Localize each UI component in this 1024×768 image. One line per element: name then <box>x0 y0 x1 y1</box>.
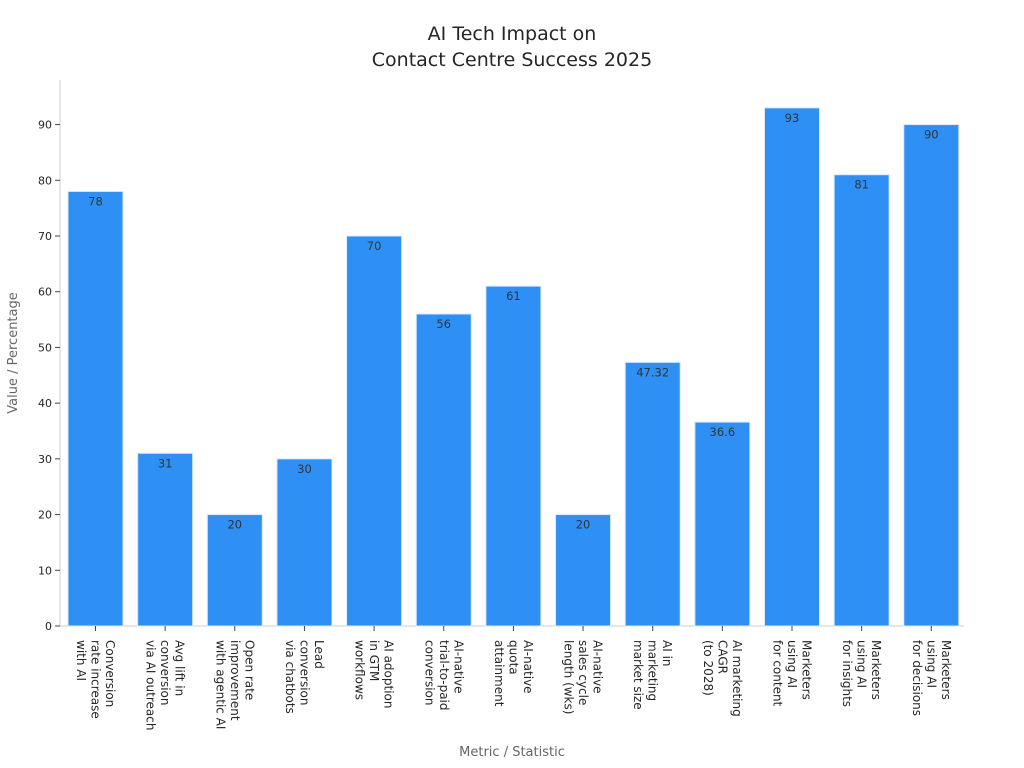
bar <box>346 235 403 627</box>
x-tick-label-line: conversion <box>422 640 436 706</box>
x-tick-label-line: for insights <box>840 640 854 707</box>
x-tick-label-line: rate increase <box>89 640 103 719</box>
x-tick-label-line: marketing <box>646 640 660 701</box>
y-tick-label: 40 <box>38 397 52 410</box>
bar <box>276 458 333 627</box>
bar <box>624 361 681 627</box>
x-tick-label-line: Open rate <box>242 640 256 700</box>
bar-value-label: 20 <box>576 518 591 532</box>
bar-value-label: 56 <box>436 317 451 331</box>
x-tick-label-line: AI adoption <box>382 640 396 708</box>
bar <box>694 421 751 627</box>
x-tick-label-line: AI-native <box>521 640 535 694</box>
bar <box>555 514 612 627</box>
x-tick-label-line: quota <box>506 640 520 675</box>
x-tick-label: Marketersusing AIfor decisions <box>910 640 953 716</box>
x-tick-label: AI-nativesales cyclelength (wks) <box>562 640 605 714</box>
x-tick-label-line: Avg lift in <box>173 640 187 696</box>
y-tick-label: 80 <box>38 174 52 187</box>
bar-value-label: 78 <box>88 194 103 208</box>
x-tick-label-line: AI-native <box>451 640 465 694</box>
bar-value-label: 61 <box>506 289 521 303</box>
x-tick-label-line: length (wks) <box>562 640 576 714</box>
y-tick-label: 0 <box>45 620 52 633</box>
x-tick-label-line: with AI <box>74 640 88 681</box>
bar <box>485 285 542 627</box>
x-tick-label-line: attainment <box>492 640 506 707</box>
bar <box>67 190 124 627</box>
x-tick-label: Open rateimprovementwith agentic AI <box>213 640 256 729</box>
x-tick-label: Conversionrate increasewith AI <box>74 640 117 719</box>
x-tick-label: Leadconversionvia chatbots <box>283 640 326 714</box>
y-tick-label: 10 <box>38 564 52 577</box>
x-tick-label: AI-nativetrial-to-paidconversion <box>422 640 465 711</box>
x-tick-label-line: workflows <box>353 640 367 700</box>
bar <box>833 174 890 627</box>
bar-value-label: 47.32 <box>636 365 669 379</box>
x-tick-labels: Conversionrate increasewith AI Avg lift i… <box>74 626 953 730</box>
y-tick-label: 30 <box>38 453 52 466</box>
bar-value-label: 20 <box>227 518 242 532</box>
x-tick-label-line: CAGR <box>715 640 729 674</box>
x-tick-label: Marketersusing AIfor insights <box>840 640 883 707</box>
y-ticks: 0 10 20 30 40 50 60 70 80 90 <box>38 119 60 633</box>
bar-value-label: 31 <box>158 456 173 470</box>
x-tick-label-line: AI-native <box>591 640 605 694</box>
x-tick-label: Avg lift inconversionvia AI outreach <box>144 640 187 730</box>
x-tick-label-line: Marketers <box>800 640 814 700</box>
x-tick-label-line: Marketers <box>939 640 953 700</box>
y-tick-label: 70 <box>38 230 52 243</box>
x-tick-label-line: AI marketing <box>730 640 744 717</box>
bar <box>764 107 820 627</box>
bar-value-label: 70 <box>367 239 382 253</box>
bar <box>206 514 263 627</box>
bar <box>415 313 472 627</box>
x-tick-label-line: in GTM <box>367 640 381 681</box>
x-tick-label-line: trial-to-paid <box>437 640 451 711</box>
y-tick-label: 50 <box>38 341 52 354</box>
x-tick-label-line: with agentic AI <box>213 640 227 729</box>
x-tick-label-line: for decisions <box>910 640 924 716</box>
chart-title: AI Tech Impact on Contact Centre Success… <box>372 23 652 71</box>
x-tick-label: AI-nativequotaattainment <box>492 640 535 707</box>
bar-value-label: 93 <box>785 111 800 125</box>
x-tick-label-line: AI in <box>660 640 674 667</box>
bars <box>67 107 960 627</box>
x-tick-label-line: Marketers <box>869 640 883 700</box>
y-tick-label: 20 <box>38 509 52 522</box>
x-tick-label-line: Conversion <box>103 640 117 707</box>
y-axis-label: Value / Percentage <box>6 292 21 413</box>
x-tick-label-line: via AI outreach <box>144 640 158 730</box>
bar-value-label: 90 <box>924 128 939 142</box>
x-tick-label-line: conversion <box>297 640 311 706</box>
bar <box>137 452 194 627</box>
y-tick-label: 60 <box>38 286 52 299</box>
x-tick-label-line: (to 2028) <box>701 640 715 696</box>
x-tick-label-line: conversion <box>158 640 172 706</box>
chart-title-line-1: AI Tech Impact on <box>428 23 597 45</box>
x-tick-label-line: via chatbots <box>283 640 297 714</box>
chart-title-line-2: Contact Centre Success 2025 <box>372 49 652 71</box>
x-tick-label: Marketersusing AIfor content <box>771 640 814 707</box>
x-tick-label: AI inmarketingmarket size <box>631 640 674 710</box>
x-tick-label-line: sales cycle <box>576 640 590 705</box>
x-tick-label-line: market size <box>631 640 645 710</box>
y-tick-label: 90 <box>38 119 52 132</box>
bar-value-label: 30 <box>297 462 312 476</box>
bar-value-label: 81 <box>854 178 869 192</box>
x-tick-label-line: improvement <box>228 640 242 721</box>
bar-value-labels: 78 31 20 30 70 56 61 20 47.32 36.6 93 81 90 <box>88 111 938 532</box>
x-tick-label: AI marketingCAGR(to 2028) <box>701 640 744 717</box>
bar-value-label: 36.6 <box>710 425 736 439</box>
bar <box>903 124 960 627</box>
x-tick-label: AI adoptionin GTMworkflows <box>353 640 396 708</box>
x-tick-label-line: for content <box>771 640 785 707</box>
x-axis-label: Metric / Statistic <box>459 745 565 760</box>
x-tick-label-line: Lead <box>312 640 326 669</box>
x-tick-label-line: using AI <box>924 640 938 688</box>
x-tick-label-line: using AI <box>855 640 869 688</box>
x-tick-label-line: using AI <box>785 640 799 688</box>
